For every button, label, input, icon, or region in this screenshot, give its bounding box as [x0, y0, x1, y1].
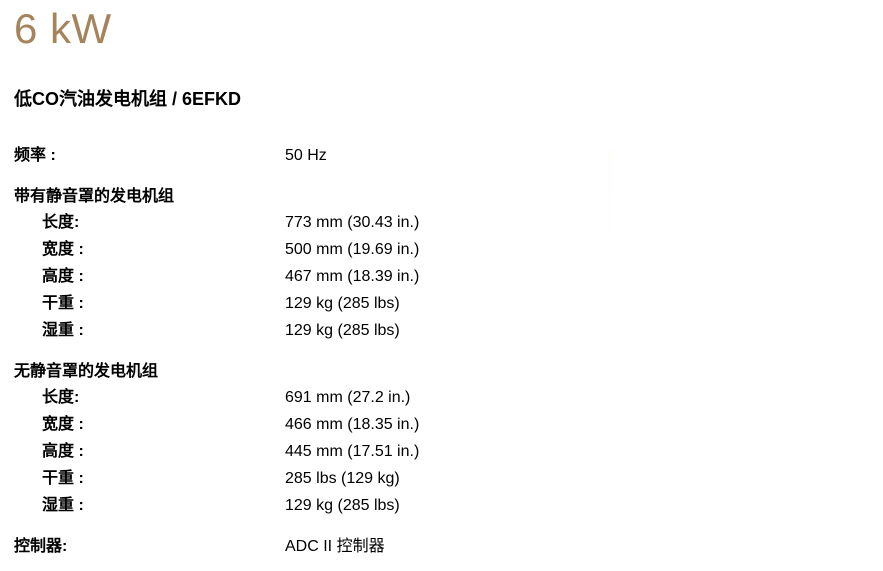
- controller-row: 控制器: ADC II 控制器: [14, 533, 883, 560]
- spec-label: 干重 :: [42, 295, 84, 312]
- spec-value: 773 mm (30.43 in.): [285, 214, 420, 231]
- spec-row-dry-weight: 干重 : 285 lbs (129 kg): [14, 465, 883, 492]
- spec-row-dry-weight: 干重 : 129 kg (285 lbs): [14, 290, 883, 317]
- controller-value: ADC II 控制器: [285, 538, 385, 555]
- spec-row-length: 长度: 691 mm (27.2 in.): [14, 384, 883, 411]
- spec-row-height: 高度 : 445 mm (17.51 in.): [14, 438, 883, 465]
- spec-row-length: 长度: 773 mm (30.43 in.): [14, 209, 883, 236]
- spec-label: 长度:: [42, 389, 80, 406]
- spec-label: 湿重 :: [42, 497, 84, 514]
- page-title: 6 kW: [14, 5, 112, 52]
- spec-value: 466 mm (18.35 in.): [285, 416, 420, 433]
- spec-label: 高度 :: [42, 268, 84, 285]
- model-subtitle: 低CO汽油发电机组 / 6EFKD: [14, 89, 242, 109]
- spec-row-width: 宽度 : 466 mm (18.35 in.): [14, 411, 883, 438]
- spec-label: 宽度 :: [42, 241, 84, 258]
- spec-section-enclosed: 带有静音罩的发电机组 长度: 773 mm (30.43 in.) 宽度 : 5…: [14, 185, 883, 344]
- spec-label: 宽度 :: [42, 416, 84, 433]
- frequency-label: 频率 :: [14, 147, 56, 164]
- frequency-row: 频率 : 50 Hz: [14, 142, 883, 169]
- spec-value: 445 mm (17.51 in.): [285, 443, 420, 460]
- spec-row-width: 宽度 : 500 mm (19.69 in.): [14, 236, 883, 263]
- spec-value: 129 kg (285 lbs): [285, 497, 400, 514]
- spec-section-open: 无静音罩的发电机组 长度: 691 mm (27.2 in.) 宽度 : 466…: [14, 360, 883, 519]
- section-heading-enclosed: 带有静音罩的发电机组: [14, 188, 175, 205]
- section-heading-open: 无静音罩的发电机组: [14, 363, 159, 380]
- spec-value: 129 kg (285 lbs): [285, 322, 400, 339]
- spec-value: 467 mm (18.39 in.): [285, 268, 420, 285]
- spec-label: 湿重 :: [42, 322, 84, 339]
- spec-value: 285 lbs (129 kg): [285, 470, 400, 487]
- spec-value: 691 mm (27.2 in.): [285, 389, 411, 406]
- spec-label: 高度 :: [42, 443, 84, 460]
- spec-label: 长度:: [42, 214, 80, 231]
- frequency-value: 50 Hz: [285, 147, 327, 164]
- controller-label: 控制器:: [14, 538, 68, 555]
- spec-value: 129 kg (285 lbs): [285, 295, 400, 312]
- spec-value: 500 mm (19.69 in.): [285, 241, 420, 258]
- spec-row-wet-weight: 湿重 : 129 kg (285 lbs): [14, 317, 883, 344]
- spec-row-wet-weight: 湿重 : 129 kg (285 lbs): [14, 492, 883, 519]
- spec-row-height: 高度 : 467 mm (18.39 in.): [14, 263, 883, 290]
- spec-label: 干重 :: [42, 470, 84, 487]
